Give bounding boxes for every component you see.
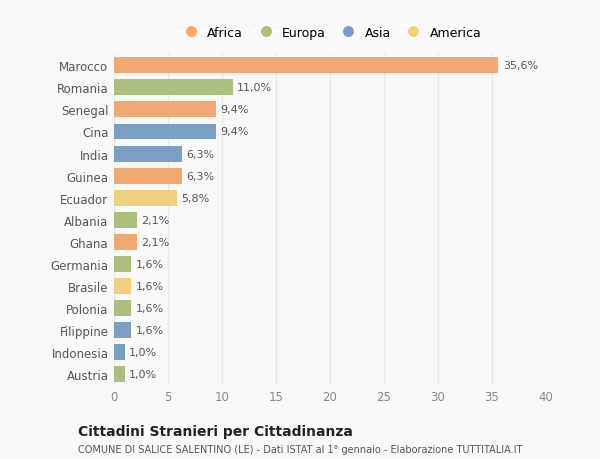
Bar xyxy=(114,367,125,382)
Text: 1,6%: 1,6% xyxy=(136,325,164,336)
Text: 6,3%: 6,3% xyxy=(187,171,214,181)
Bar xyxy=(114,345,125,360)
Text: Cittadini Stranieri per Cittadinanza: Cittadini Stranieri per Cittadinanza xyxy=(78,425,353,438)
Bar xyxy=(114,301,131,316)
Text: 1,0%: 1,0% xyxy=(129,369,157,380)
Text: 5,8%: 5,8% xyxy=(181,193,209,203)
Bar xyxy=(114,168,182,184)
Bar xyxy=(114,102,215,118)
Legend: Africa, Europa, Asia, America: Africa, Europa, Asia, America xyxy=(173,22,487,45)
Text: 1,6%: 1,6% xyxy=(136,259,164,269)
Bar xyxy=(114,190,176,206)
Bar xyxy=(114,279,131,294)
Bar xyxy=(114,80,233,96)
Text: 9,4%: 9,4% xyxy=(220,127,248,137)
Text: 1,0%: 1,0% xyxy=(129,347,157,358)
Text: 9,4%: 9,4% xyxy=(220,105,248,115)
Text: 1,6%: 1,6% xyxy=(136,281,164,291)
Bar xyxy=(114,257,131,272)
Bar xyxy=(114,146,182,162)
Text: 11,0%: 11,0% xyxy=(237,83,272,93)
Bar xyxy=(114,213,137,228)
Text: 2,1%: 2,1% xyxy=(141,237,169,247)
Text: 35,6%: 35,6% xyxy=(503,61,538,71)
Bar xyxy=(114,58,499,74)
Text: 2,1%: 2,1% xyxy=(141,215,169,225)
Bar xyxy=(114,124,215,140)
Bar xyxy=(114,235,137,250)
Text: 1,6%: 1,6% xyxy=(136,303,164,313)
Text: 6,3%: 6,3% xyxy=(187,149,214,159)
Bar xyxy=(114,323,131,338)
Text: COMUNE DI SALICE SALENTINO (LE) - Dati ISTAT al 1° gennaio - Elaborazione TUTTIT: COMUNE DI SALICE SALENTINO (LE) - Dati I… xyxy=(78,444,523,454)
